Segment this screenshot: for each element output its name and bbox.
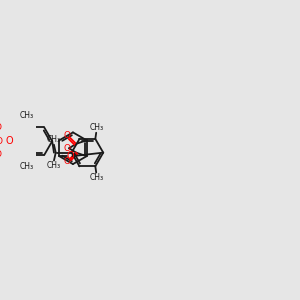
Text: O: O xyxy=(0,150,2,159)
Text: CH₃: CH₃ xyxy=(47,161,61,170)
Text: CH₃: CH₃ xyxy=(20,111,34,120)
Text: CH₃: CH₃ xyxy=(89,173,103,182)
Text: O: O xyxy=(5,136,13,146)
Text: O: O xyxy=(64,130,71,140)
Text: O: O xyxy=(0,137,2,146)
Text: O: O xyxy=(64,157,71,166)
Text: O: O xyxy=(67,151,74,161)
Text: O: O xyxy=(0,124,2,133)
Text: CH₃: CH₃ xyxy=(89,123,103,132)
Text: CH₃: CH₃ xyxy=(47,135,61,144)
Text: CH₃: CH₃ xyxy=(20,162,34,171)
Text: O: O xyxy=(64,144,71,153)
